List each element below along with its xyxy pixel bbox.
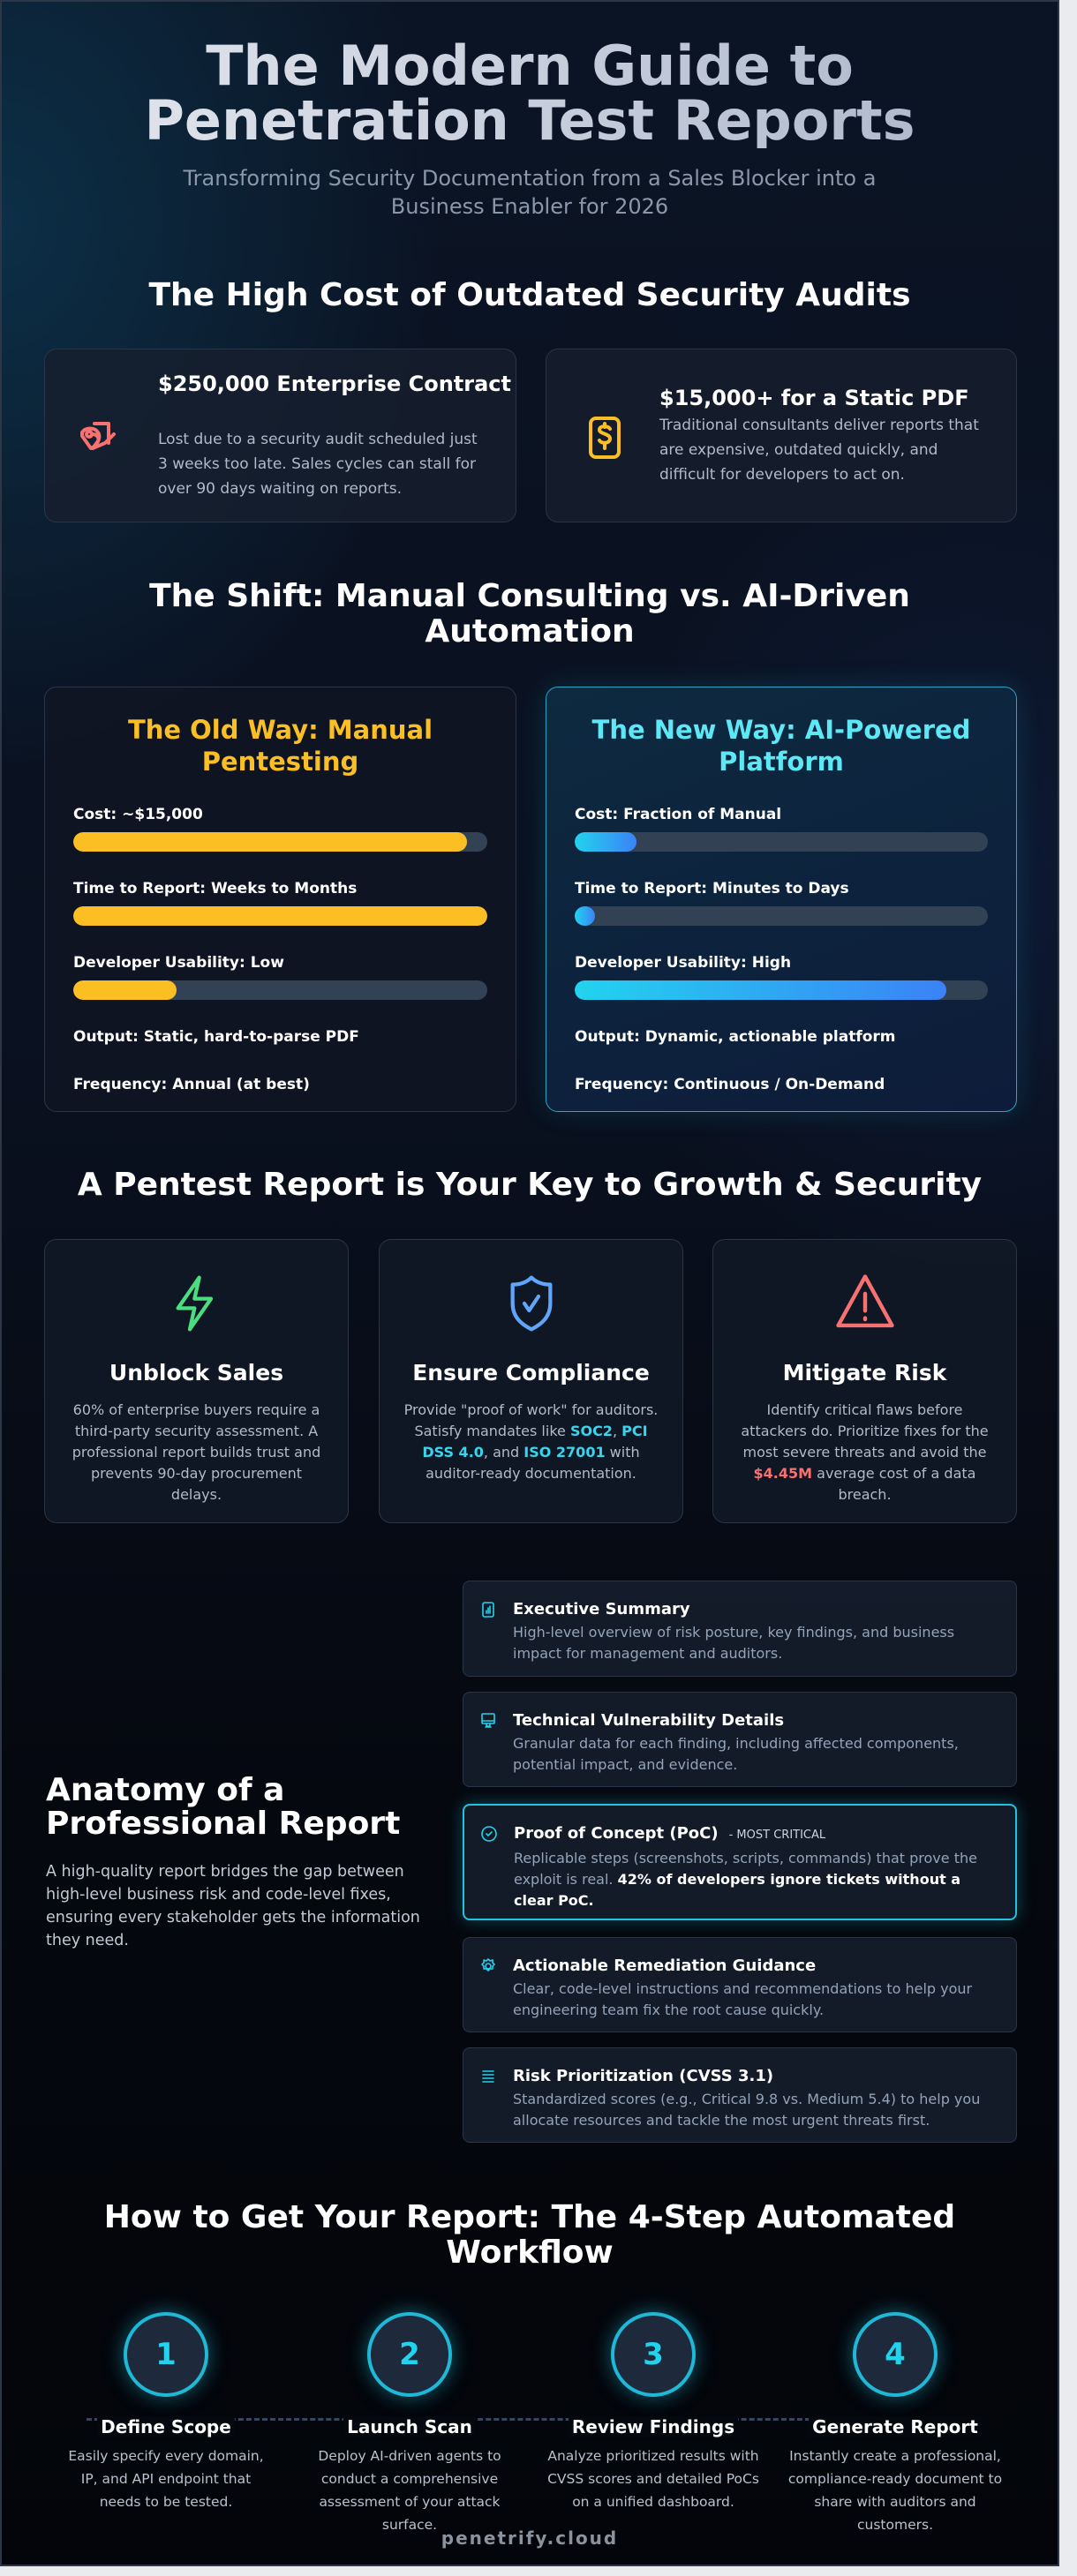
- page-title: The Modern Guide to Penetration Test Repo…: [2, 39, 1058, 148]
- old-way-title: The Old Way: Manual Pentesting: [127, 715, 433, 777]
- workflow-section-title: How to Get Your Report: The 4-Step Autom…: [103, 2199, 956, 2271]
- benefit-text: 60% of enterprise buyers require a third…: [72, 1401, 321, 1503]
- anatomy-item-title: Proof of Concept (PoC) - MOST CRITICAL: [514, 1824, 826, 1843]
- critical-tag: - MOST CRITICAL: [728, 1829, 826, 1842]
- step-title: Review Findings: [568, 2416, 739, 2437]
- anatomy-item-title: Risk Prioritization (CVSS 3.1): [513, 2067, 774, 2085]
- dollar-file-icon: [589, 417, 621, 459]
- anatomy-item: Technical Vulnerability Details Granular …: [463, 1692, 1017, 1787]
- metric-bar: [575, 980, 988, 1000]
- metric-label: Developer Usability: Low: [73, 954, 284, 972]
- workflow-step: 2 Launch Scan Deploy AI-driven agents to c…: [295, 2312, 524, 2536]
- step-text: Analyze prioritized results with CVSS sc…: [547, 2448, 759, 2510]
- anatomy-item: Risk Prioritization (CVSS 3.1) Standardiz…: [463, 2047, 1017, 2143]
- old-way-card: The Old Way: Manual Pentesting Cost: ~$1…: [44, 687, 516, 1112]
- metric-label: Time to Report: Minutes to Days: [575, 880, 849, 897]
- benefit-card-sales: Unblock Sales 60% of enterprise buyers r…: [44, 1239, 349, 1523]
- metric-bar: [73, 980, 487, 1000]
- metric-bar-fill: [73, 832, 467, 852]
- metric-bar-fill: [73, 980, 177, 1000]
- cost-card-pdf: $15,000+ for a Static PDF Traditional co…: [546, 349, 1017, 522]
- metric-bar-fill: [575, 906, 596, 926]
- anatomy-item-text: Replicable steps (screenshots, scripts, …: [514, 1850, 977, 1909]
- step-title: Generate Report: [809, 2416, 982, 2437]
- page-subtitle: Transforming Security Documentation from…: [183, 166, 877, 219]
- shield-check-icon: [510, 1275, 552, 1332]
- anatomy-item-title: Actionable Remediation Guidance: [513, 1956, 817, 1975]
- step-number-badge: 3: [611, 2312, 696, 2397]
- workflow-step: 3 Review Findings Analyze prioritized resu…: [538, 2312, 768, 2513]
- lightning-icon: [176, 1275, 213, 1332]
- comparison-frequency: Frequency: Annual (at best): [73, 1076, 310, 1093]
- benefit-title: Unblock Sales: [109, 1360, 284, 1386]
- comparison-output: Output: Dynamic, actionable platform: [575, 1028, 896, 1046]
- anatomy-item: Proof of Concept (PoC) - MOST CRITICAL Rep…: [463, 1804, 1017, 1920]
- benefit-title: Ensure Compliance: [412, 1360, 650, 1386]
- new-way-card: The New Way: AI-Powered Platform Cost: F…: [546, 687, 1017, 1112]
- chart-icon: [482, 1602, 494, 1618]
- metric-bar-fill: [575, 980, 947, 1000]
- metric-bar-fill: [73, 906, 487, 926]
- metric-bar: [575, 906, 988, 926]
- cost-card-title: $250,000 Enterprise Contract: [158, 372, 511, 396]
- step-text: Instantly create a professional, complia…: [787, 2448, 1003, 2533]
- anatomy-item-text: Granular data for each finding, includin…: [513, 1735, 959, 1773]
- cost-card-title: $15,000+ for a Static PDF: [659, 386, 969, 410]
- step-number-badge: 2: [367, 2312, 452, 2397]
- benefit-card-compliance: Ensure Compliance Provide "proof of work…: [379, 1239, 683, 1523]
- anatomy-item: Executive Summary High-level overview of …: [463, 1581, 1017, 1677]
- cost-card-contract: $250,000 Enterprise Contract Lost due to…: [44, 349, 516, 522]
- metric-label: Developer Usability: High: [575, 954, 792, 972]
- monitor-icon: [481, 1713, 495, 1728]
- anatomy-item: Actionable Remediation Guidance Clear, co…: [463, 1937, 1017, 2032]
- step-title: Launch Scan: [343, 2416, 476, 2437]
- workflow-step: 4 Generate Report Instantly create a profe…: [780, 2312, 1010, 2536]
- anatomy-title: Anatomy of a Professional Report: [46, 1772, 401, 1842]
- metric-bar-fill: [575, 832, 637, 852]
- lost-deal-icon: [80, 422, 116, 450]
- step-number-badge: 1: [124, 2312, 208, 2397]
- check-circle-icon: [481, 1826, 497, 1842]
- comparison-output: Output: Static, hard-to-parse PDF: [73, 1028, 359, 1046]
- infographic-page: The Modern Guide to Penetration Test Repo…: [0, 0, 1059, 2566]
- cost-card-text: Traditional consultants deliver reports …: [659, 417, 979, 484]
- benefit-card-risk: Mitigate Risk Identify critical flaws be…: [712, 1239, 1017, 1523]
- step-text: Easily specify every domain, IP, and API…: [68, 2448, 264, 2510]
- shift-section-title: The Shift: Manual Consulting vs. AI-Driv…: [149, 578, 910, 650]
- metric-label: Cost: Fraction of Manual: [575, 806, 782, 823]
- benefits-section-title: A Pentest Report is Your Key to Growth &…: [77, 1167, 983, 1203]
- metric-bar: [575, 832, 988, 852]
- metric-label: Cost: ~$15,000: [73, 806, 203, 823]
- anatomy-item-title: Technical Vulnerability Details: [513, 1711, 785, 1730]
- warning-triangle-icon: [835, 1274, 894, 1328]
- metric-bar: [73, 832, 487, 852]
- step-number-badge: 4: [853, 2312, 938, 2397]
- anatomy-item-text: Standardized scores (e.g., Critical 9.8 …: [513, 2091, 981, 2129]
- metric-label: Time to Report: Weeks to Months: [73, 880, 358, 897]
- footer-brand: penetrify.cloud: [441, 2527, 619, 2549]
- anatomy-item-text: High-level overview of risk posture, key…: [513, 1624, 955, 1662]
- anatomy-item-title: Executive Summary: [513, 1600, 690, 1618]
- benefit-text: Identify critical flaws before attackers…: [741, 1401, 989, 1503]
- anatomy-item-text: Clear, code-level instructions and recom…: [513, 1980, 973, 2018]
- metric-bar: [73, 906, 487, 926]
- gear-icon: [481, 1958, 495, 1971]
- new-way-title: The New Way: AI-Powered Platform: [591, 715, 971, 777]
- anatomy-text: A high-quality report bridges the gap be…: [46, 1863, 420, 1949]
- benefit-title: Mitigate Risk: [782, 1360, 947, 1386]
- benefit-text: Provide "proof of work" for auditors. Sa…: [403, 1401, 659, 1482]
- anatomy-intro: Anatomy of a Professional Report A high-q…: [46, 1774, 434, 1952]
- step-title: Define Scope: [97, 2416, 235, 2437]
- step-text: Deploy AI-driven agents to conduct a com…: [318, 2448, 501, 2533]
- comparison-frequency: Frequency: Continuous / On-Demand: [575, 1076, 885, 1093]
- list-icon: [482, 2070, 494, 2083]
- cost-section-title: The High Cost of Outdated Security Audit…: [148, 277, 911, 313]
- cost-card-text: Lost due to a security audit scheduled j…: [158, 431, 478, 498]
- workflow-step: 1 Define Scope Easily specify every domain…: [51, 2312, 281, 2513]
